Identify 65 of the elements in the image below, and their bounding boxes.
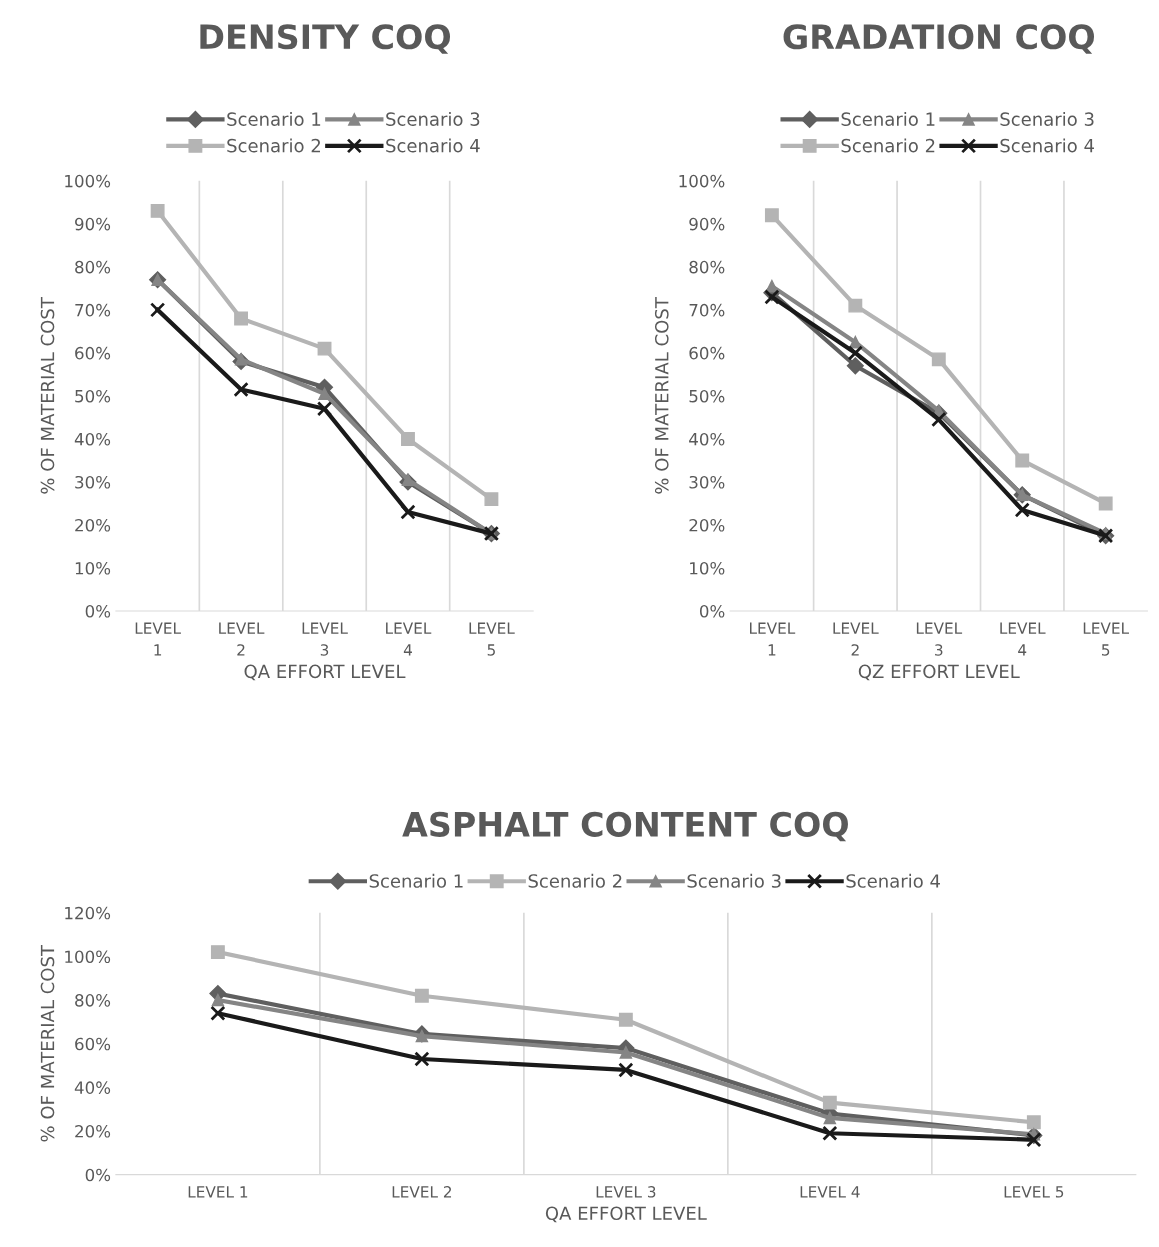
y-tick-label: 60% <box>689 346 725 360</box>
chart-title: ASPHALT CONTENT COQ <box>402 811 848 842</box>
chart-title: DENSITY COQ <box>200 24 451 54</box>
x-tick-label: LEVEL 5 <box>1004 1186 1064 1198</box>
y-tick-label: 80% <box>75 260 111 274</box>
y-tick-label: 70% <box>75 303 111 317</box>
y-tick-label: 20% <box>75 1124 111 1138</box>
y-tick-label: 20% <box>75 518 111 532</box>
x-tick-label: LEVEL 2 <box>219 622 265 656</box>
y-tick-label: 10% <box>690 561 725 575</box>
x-axis-title: QZ EFFORT LEVEL <box>858 664 1020 681</box>
y-tick-label: 40% <box>689 432 725 446</box>
y-tick-label: 20% <box>689 518 725 532</box>
y-tick-label: 90% <box>689 217 725 231</box>
x-tick-label: LEVEL 3 <box>596 1186 656 1198</box>
chart-title: GRADATION COQ <box>783 24 1095 54</box>
y-tick-label: 80% <box>75 994 111 1007</box>
legend-label: Scenario 1 <box>227 111 321 126</box>
x-tick-label: LEVEL 4 <box>1000 622 1046 656</box>
y-tick-label: 100% <box>65 950 111 964</box>
legend-label: Scenario 1 <box>841 111 935 126</box>
x-tick-label: LEVEL 1 <box>750 622 796 656</box>
legend-label: Scenario 4 <box>846 873 940 888</box>
x-tick-label: LEVEL 4 <box>800 1186 860 1198</box>
legend-label: Scenario 3 <box>1000 111 1094 126</box>
x-tick-label: LEVEL 2 <box>833 622 879 656</box>
y-axis-title: % OF MATERIAL COST <box>40 944 55 1142</box>
y-tick-label: 40% <box>74 432 111 446</box>
y-tick-label: 30% <box>75 475 111 489</box>
legend-label: Scenario 3 <box>386 111 480 126</box>
x-tick-label: LEVEL 5 <box>1083 622 1129 656</box>
y-tick-label: 100% <box>65 174 111 188</box>
legend-label: Scenario 1 <box>369 873 463 888</box>
x-tick-label: LEVEL 3 <box>302 622 348 656</box>
x-axis-title: QA EFFORT LEVEL <box>244 664 406 681</box>
legend-label: Scenario 2 <box>528 873 622 888</box>
legend-label: Scenario 2 <box>227 138 320 153</box>
x-tick-label: LEVEL 1 <box>188 1186 248 1198</box>
y-axis-title: % OF MATERIAL COST <box>654 297 669 494</box>
y-tick-label: 50% <box>75 389 111 403</box>
y-tick-label: 30% <box>689 475 725 489</box>
x-tick-label: LEVEL 4 <box>386 622 432 656</box>
y-axis-title: % OF MATERIAL COST <box>40 297 55 494</box>
y-tick-label: 60% <box>75 346 111 360</box>
legend-label: Scenario 2 <box>841 138 935 153</box>
y-tick-label: 50% <box>689 389 725 403</box>
x-axis-title: QA EFFORT LEVEL <box>545 1206 707 1223</box>
y-tick-label: 0% <box>699 604 725 618</box>
y-tick-label: 40% <box>74 1081 111 1094</box>
x-tick-label: LEVEL 1 <box>135 622 181 656</box>
y-tick-label: 0% <box>85 1168 111 1182</box>
y-tick-label: 70% <box>689 303 725 317</box>
legend-label: Scenario 3 <box>687 873 781 888</box>
y-tick-label: 90% <box>75 217 111 231</box>
x-tick-label: LEVEL 3 <box>916 622 963 656</box>
y-tick-label: 0% <box>85 604 111 618</box>
y-tick-label: 60% <box>75 1037 111 1051</box>
x-tick-label: LEVEL 5 <box>469 622 515 656</box>
y-tick-label: 10% <box>75 561 111 575</box>
x-tick-label: LEVEL 2 <box>392 1186 452 1198</box>
legend-label: Scenario 4 <box>386 138 480 153</box>
y-tick-label: 120% <box>65 906 111 920</box>
y-tick-label: 80% <box>689 260 725 274</box>
y-tick-label: 100% <box>679 174 725 188</box>
legend-label: Scenario 4 <box>1000 138 1094 153</box>
